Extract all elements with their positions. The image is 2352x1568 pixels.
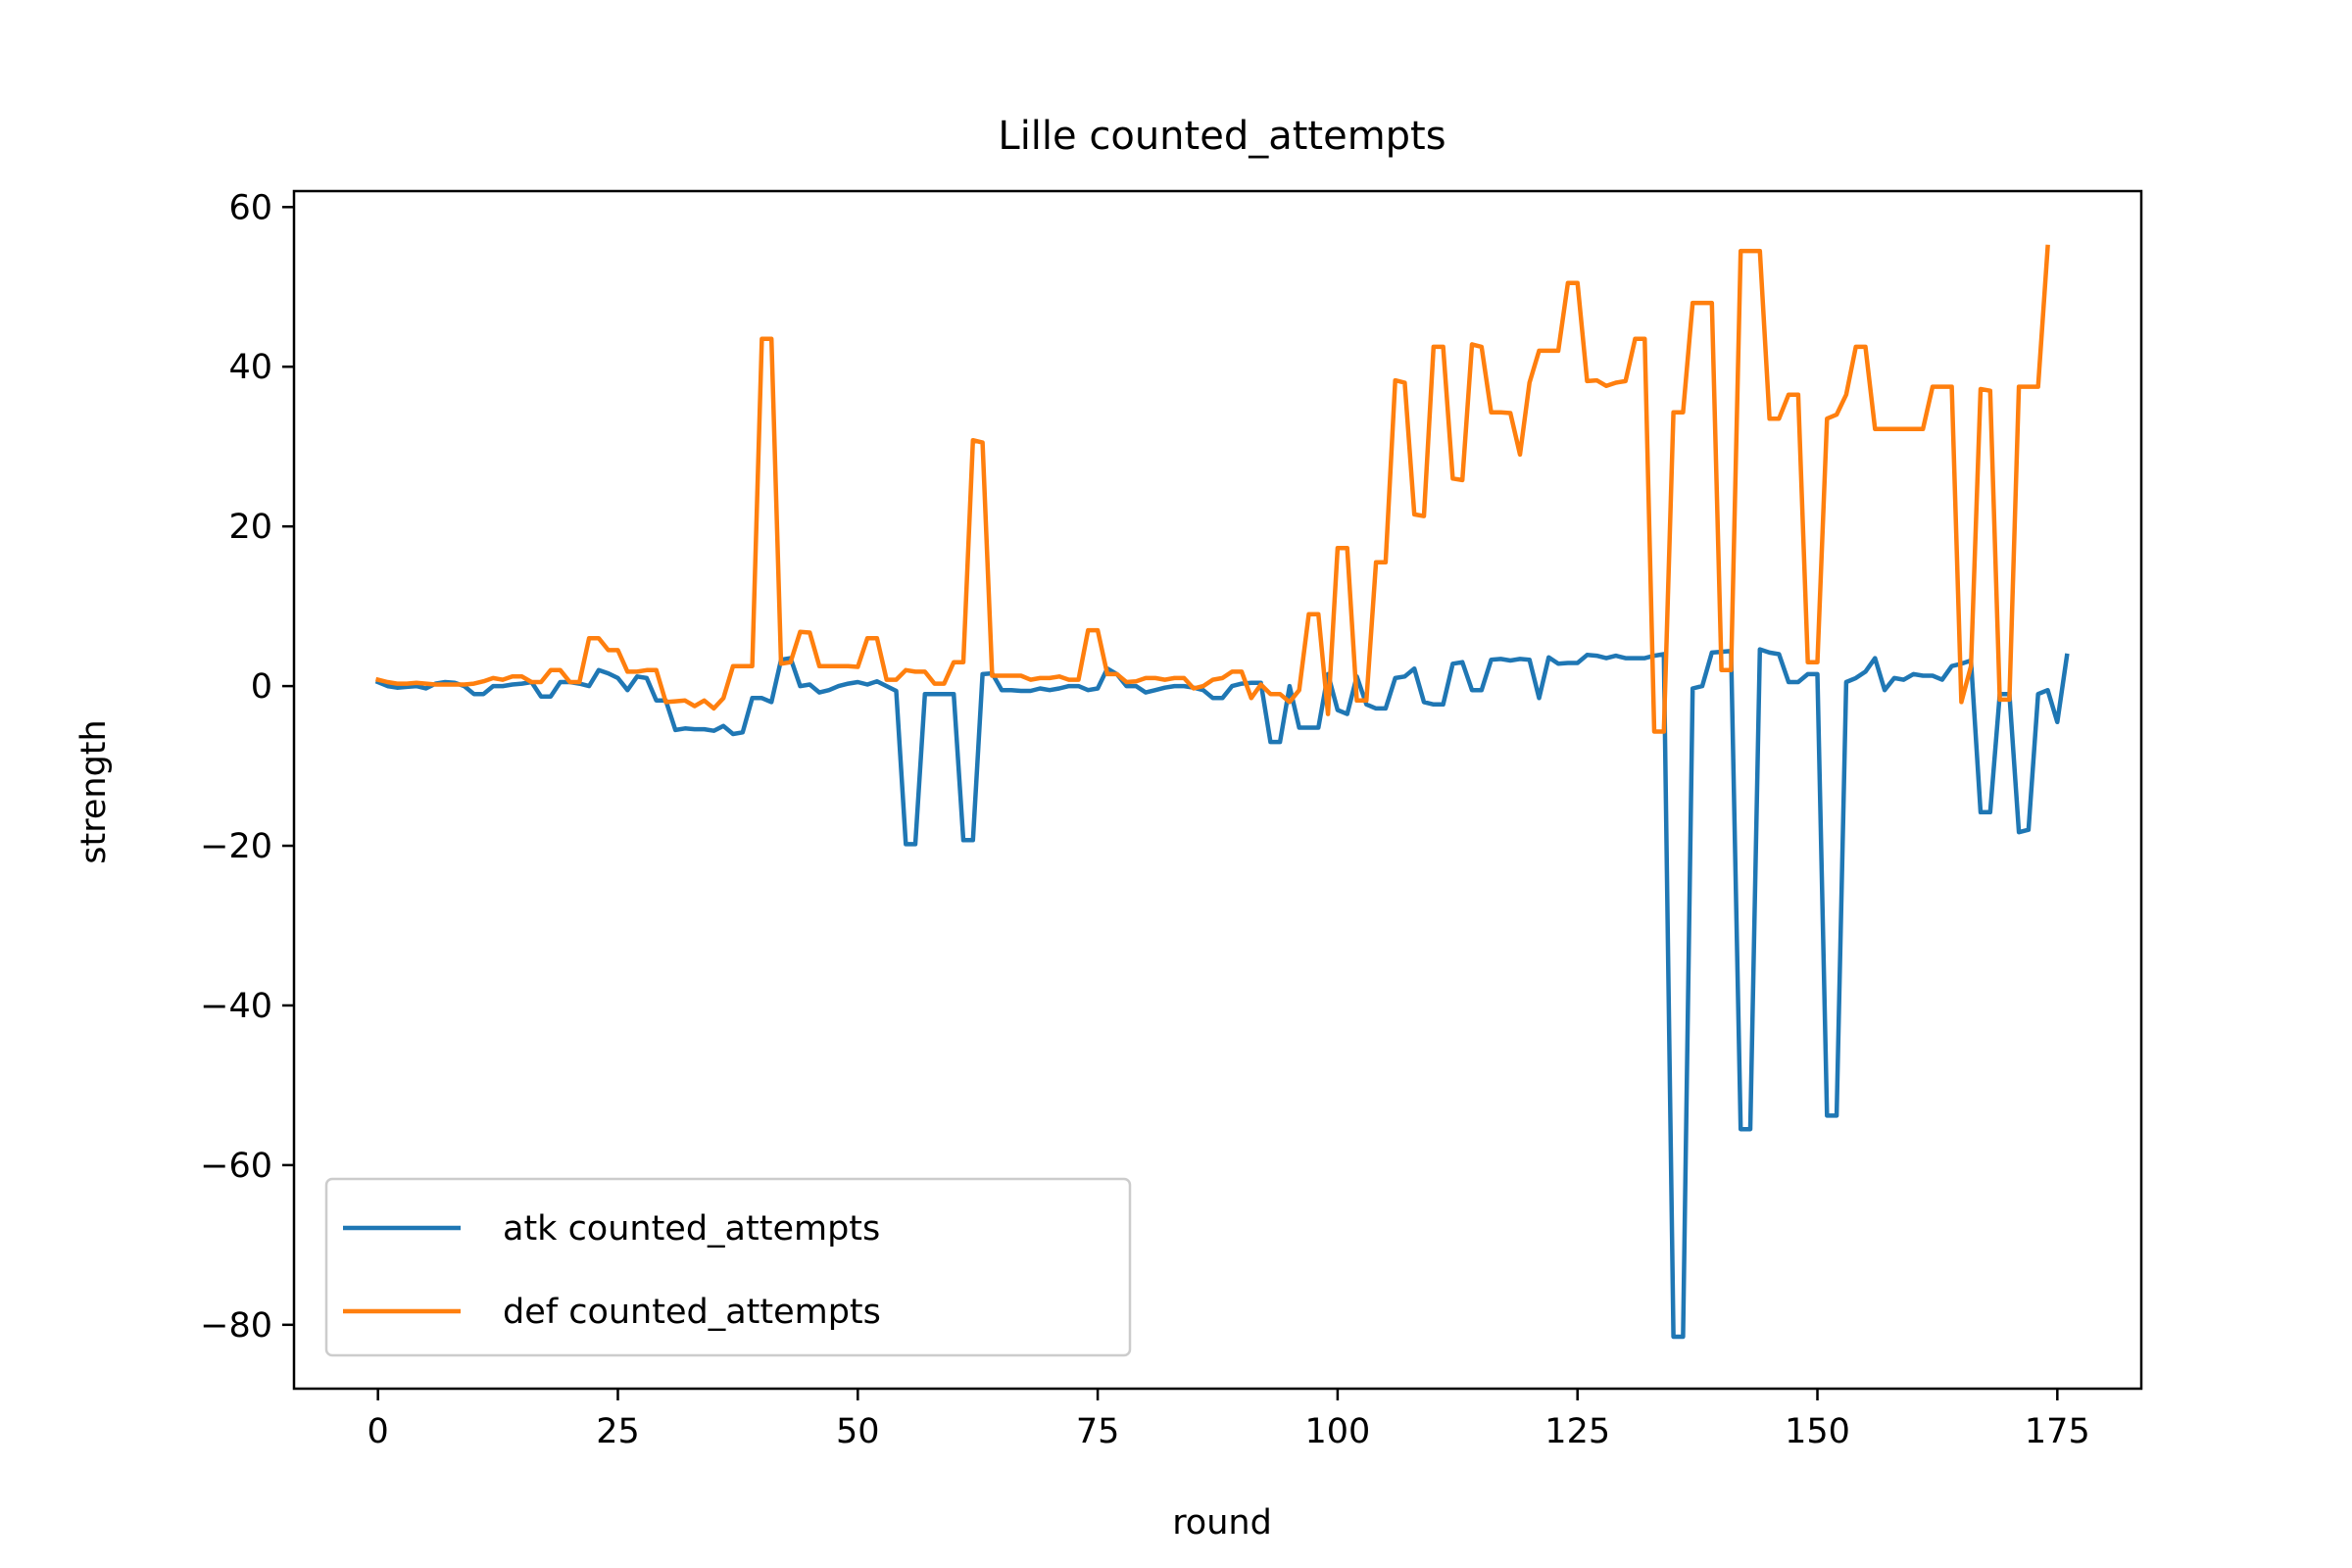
y-tick-label: 60 (228, 188, 272, 227)
x-tick-label: 0 (368, 1412, 389, 1451)
series-line-def (374, 244, 2050, 734)
y-tick-label: −20 (200, 827, 272, 866)
legend-label-def: def counted_attempts (503, 1293, 881, 1332)
y-axis-label: strength (74, 719, 114, 863)
y-tick-label: 20 (228, 508, 272, 547)
x-tick-label: 100 (1304, 1412, 1370, 1451)
plot-area (374, 244, 2070, 1340)
x-tick-label: 150 (1785, 1412, 1850, 1451)
x-tick-label: 125 (1544, 1412, 1610, 1451)
chart-title: Lille counted_attempts (998, 114, 1446, 159)
y-tick-label: 40 (228, 348, 272, 387)
legend-box (324, 1177, 1132, 1357)
axes: 0 25 50 75 100 125 150 175 60 40 20 0 −20 −40 −60 −80 (200, 188, 2143, 1451)
axes-frame (292, 189, 2143, 1391)
y-tick-label: −60 (200, 1147, 272, 1186)
legend-label-atk: atk counted_attempts (503, 1209, 880, 1249)
y-tick-label: −40 (200, 987, 272, 1026)
x-tick-label: 25 (596, 1412, 640, 1451)
y-tick-label: −80 (200, 1306, 272, 1346)
x-tick-label: 50 (836, 1412, 880, 1451)
series-line-atk (374, 647, 2070, 1340)
x-tick-label: 175 (2025, 1412, 2090, 1451)
y-tick-label: 0 (251, 667, 272, 707)
x-tick-label: 75 (1076, 1412, 1120, 1451)
x-axis-label: round (1172, 1503, 1272, 1543)
